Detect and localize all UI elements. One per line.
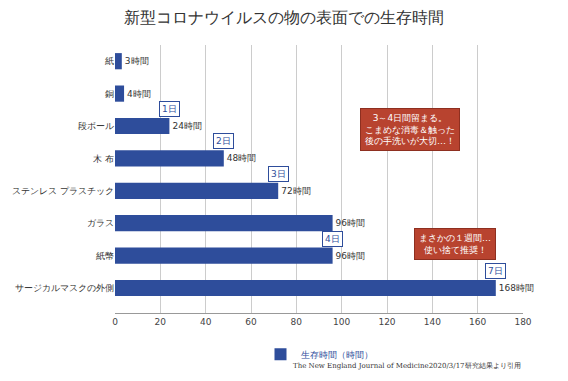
svg-text:ガラス: ガラス xyxy=(87,218,114,228)
svg-text:96時間: 96時間 xyxy=(336,251,365,261)
svg-text:140: 140 xyxy=(424,317,441,327)
svg-text:3日: 3日 xyxy=(271,169,286,179)
svg-text:ステンレス プラスチック: ステンレス プラスチック xyxy=(12,186,114,196)
svg-text:2日: 2日 xyxy=(216,136,231,146)
svg-text:紙: 紙 xyxy=(105,56,114,66)
svg-text:新型コロナウイルスの物の表面での生存時間: 新型コロナウイルスの物の表面での生存時間 xyxy=(124,8,444,27)
svg-text:120: 120 xyxy=(378,317,395,327)
svg-text:24時間: 24時間 xyxy=(172,121,201,131)
svg-text:3～4日間留まる。こまめな消毒＆触った後の手洗いが大切…！: 3～4日間留まる。こまめな消毒＆触った後の手洗いが大切…！ xyxy=(365,113,455,146)
svg-text:紙幣: 紙幣 xyxy=(96,251,114,261)
svg-text:銅: 銅 xyxy=(105,89,114,99)
svg-text:72時間: 72時間 xyxy=(281,186,310,196)
svg-text:40: 40 xyxy=(200,317,212,327)
svg-text:生存時間（時間）: 生存時間（時間） xyxy=(301,350,373,360)
svg-text:48時間: 48時間 xyxy=(227,153,256,163)
svg-text:100: 100 xyxy=(333,317,350,327)
svg-text:20: 20 xyxy=(155,317,167,327)
svg-text:168時間: 168時間 xyxy=(499,283,534,293)
svg-text:4時間: 4時間 xyxy=(127,89,151,99)
svg-text:1日: 1日 xyxy=(162,104,177,114)
svg-text:0: 0 xyxy=(112,317,118,327)
svg-text:60: 60 xyxy=(245,317,257,327)
svg-text:まさかの１週間…使い捨て推奨！: まさかの１週間…使い捨て推奨！ xyxy=(419,233,491,255)
svg-text:4日: 4日 xyxy=(325,234,340,244)
svg-text:96時間: 96時間 xyxy=(336,218,365,228)
svg-text:木 布: 木 布 xyxy=(93,154,114,164)
svg-text:160: 160 xyxy=(469,317,486,327)
svg-text:80: 80 xyxy=(291,317,303,327)
svg-text:7日: 7日 xyxy=(488,266,503,276)
svg-text:段ボール: 段ボール xyxy=(78,121,114,131)
svg-text:3時間: 3時間 xyxy=(125,56,149,66)
svg-text:サージカルマスクの外側: サージカルマスクの外側 xyxy=(15,283,114,293)
svg-text:The New England Journal of Med: The New England Journal of Medicine2020/… xyxy=(293,362,521,370)
svg-text:180: 180 xyxy=(514,317,531,327)
